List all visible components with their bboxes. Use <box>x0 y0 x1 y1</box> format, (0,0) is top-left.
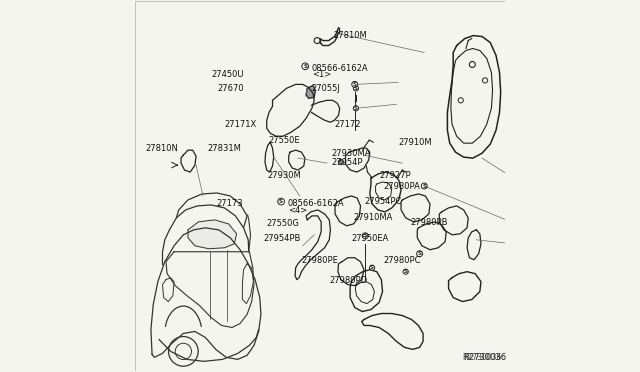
Text: S: S <box>354 86 358 91</box>
Text: 27910M: 27910M <box>399 138 432 147</box>
Circle shape <box>352 81 358 87</box>
Text: 27550G: 27550G <box>266 219 299 228</box>
Text: 27927P: 27927P <box>380 171 411 180</box>
Text: 27930M: 27930M <box>268 171 301 180</box>
Text: 27930MA: 27930MA <box>331 149 371 158</box>
Text: 27810N: 27810N <box>145 144 179 153</box>
Circle shape <box>403 269 408 274</box>
Text: 27810M: 27810M <box>333 31 367 41</box>
Text: R2730036: R2730036 <box>463 353 506 362</box>
Text: 27954PB: 27954PB <box>263 234 301 243</box>
Text: S: S <box>363 233 367 238</box>
Text: 27550EA: 27550EA <box>351 234 389 243</box>
Circle shape <box>302 63 308 70</box>
Text: 08566-6162A: 08566-6162A <box>288 199 344 208</box>
Polygon shape <box>306 86 316 98</box>
Text: S: S <box>353 82 356 87</box>
Circle shape <box>421 183 427 189</box>
Text: R2730036: R2730036 <box>463 353 502 362</box>
Text: 27173: 27173 <box>217 199 243 208</box>
Text: <4>: <4> <box>289 206 308 215</box>
Text: <1>: <1> <box>312 70 332 79</box>
Text: 27980PE: 27980PE <box>301 256 339 265</box>
Circle shape <box>353 86 358 91</box>
Text: 27670: 27670 <box>218 84 244 93</box>
Circle shape <box>369 265 374 270</box>
Text: 27550E: 27550E <box>268 136 300 145</box>
Text: S: S <box>354 106 358 111</box>
Text: S: S <box>404 269 408 274</box>
Polygon shape <box>188 220 237 249</box>
Text: S: S <box>370 265 374 270</box>
Text: 27980PC: 27980PC <box>384 256 421 265</box>
Text: S: S <box>303 64 307 69</box>
Text: 27172: 27172 <box>335 120 362 129</box>
Text: S: S <box>279 199 283 204</box>
Text: 27980PB: 27980PB <box>411 218 448 227</box>
Text: 27171X: 27171X <box>225 120 257 129</box>
Text: 27450U: 27450U <box>212 70 244 79</box>
Circle shape <box>278 198 284 205</box>
Text: S: S <box>418 251 422 256</box>
Text: S: S <box>339 160 343 164</box>
Text: 27980PD: 27980PD <box>329 276 367 285</box>
Text: S: S <box>422 183 426 189</box>
Circle shape <box>339 160 344 165</box>
Text: 27954P: 27954P <box>331 158 363 167</box>
Text: 08566-6162A: 08566-6162A <box>312 64 369 73</box>
Circle shape <box>362 233 368 239</box>
Text: 27910MA: 27910MA <box>353 213 393 222</box>
Text: 27954PC: 27954PC <box>364 197 402 206</box>
Circle shape <box>353 106 358 111</box>
Text: 27831M: 27831M <box>207 144 241 153</box>
Text: 27980PA: 27980PA <box>384 182 420 191</box>
Circle shape <box>417 251 422 257</box>
Text: 27055J: 27055J <box>312 84 340 93</box>
